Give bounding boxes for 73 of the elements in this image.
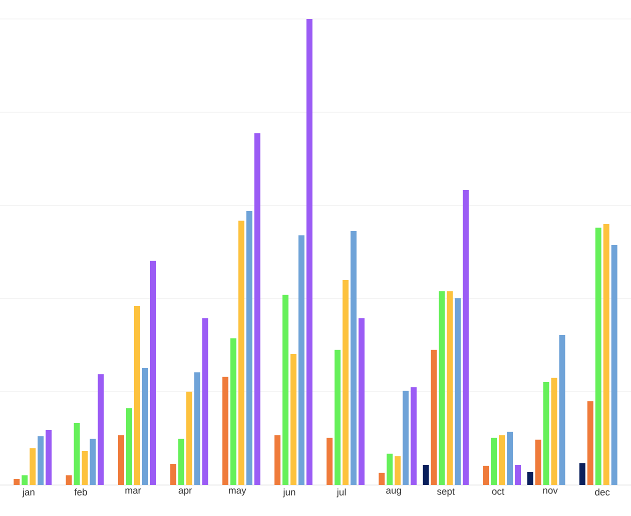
bar — [222, 376, 228, 485]
bar — [394, 456, 401, 485]
bar — [559, 334, 566, 485]
bar — [30, 448, 36, 485]
bar — [150, 260, 156, 485]
bar — [603, 224, 610, 485]
x-tick-label: jan — [22, 488, 34, 498]
bar — [438, 291, 445, 485]
bar — [483, 466, 490, 485]
bar — [402, 390, 409, 485]
bar — [410, 387, 417, 485]
bar — [507, 432, 514, 485]
bar — [579, 463, 586, 485]
bar — [238, 220, 244, 485]
bar — [274, 435, 280, 485]
bar — [126, 408, 132, 485]
bar — [14, 478, 20, 485]
bar — [46, 430, 52, 485]
bar — [282, 294, 288, 485]
x-tick-label: mar — [125, 488, 141, 494]
bar — [202, 318, 208, 485]
bar — [378, 472, 385, 485]
bar — [430, 350, 437, 485]
bar — [587, 401, 594, 485]
bar — [527, 472, 534, 485]
x-tick-label: dec — [595, 488, 610, 496]
bar — [118, 435, 124, 485]
x-tick-label: oct — [492, 488, 504, 495]
bar — [491, 438, 498, 485]
bar — [386, 454, 393, 485]
bar — [38, 436, 44, 485]
bar — [422, 464, 429, 485]
bar — [350, 231, 357, 485]
bar — [290, 354, 296, 485]
x-tick-label: aug — [386, 488, 402, 496]
bar — [595, 228, 602, 485]
bar — [178, 438, 184, 485]
x-tick-label: apr — [178, 488, 192, 496]
bar — [90, 438, 96, 485]
x-tick-label: sept — [437, 488, 455, 497]
x-tick-label: feb — [74, 488, 88, 496]
bar — [306, 18, 312, 485]
bar — [230, 338, 236, 485]
bar — [74, 423, 80, 485]
bar — [170, 464, 176, 485]
bar — [446, 291, 453, 485]
x-tick-label: jul — [336, 488, 346, 498]
bar — [194, 372, 200, 485]
bar — [358, 318, 365, 485]
bar — [82, 450, 88, 485]
bar — [254, 133, 260, 485]
bar — [342, 280, 349, 485]
x-tick-label: jun — [282, 488, 296, 498]
bar — [98, 374, 104, 485]
bar — [298, 235, 304, 485]
bar — [134, 306, 140, 485]
bar — [535, 440, 542, 485]
bar — [186, 392, 192, 485]
bar — [334, 350, 341, 485]
bar — [462, 190, 469, 485]
bar — [246, 210, 252, 485]
bar — [543, 382, 550, 485]
bar — [66, 475, 72, 485]
bar — [142, 368, 148, 485]
bar — [499, 435, 506, 485]
bar — [326, 438, 333, 485]
bar — [454, 298, 461, 485]
x-tick-label: may — [228, 488, 246, 496]
bar — [22, 475, 28, 485]
bar — [611, 244, 618, 485]
x-tick-label: nov — [543, 488, 558, 494]
bar — [551, 378, 558, 485]
bar — [515, 464, 522, 485]
